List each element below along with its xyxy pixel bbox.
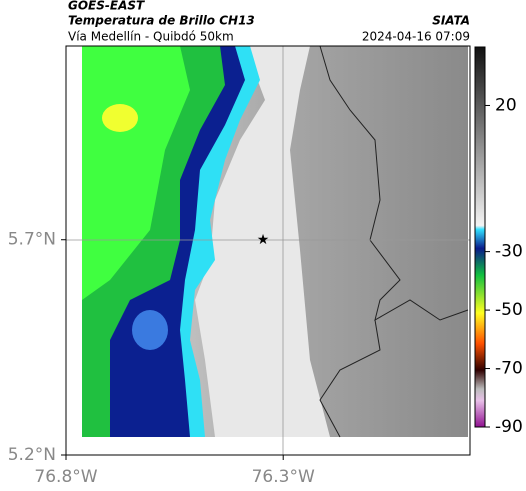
colorbar	[474, 46, 486, 428]
title: Temperatura de Brillo CH13	[68, 14, 255, 28]
colorbar-tick-label: -90	[495, 417, 523, 437]
y-tick-label: 5.2°N	[8, 445, 56, 465]
colorbar-tick-label: -50	[495, 300, 523, 320]
x-tick-label: 76.3°W	[252, 467, 315, 487]
x-tick-label: 76.8°W	[34, 467, 97, 487]
location-marker: ★	[257, 232, 270, 248]
source: GOES-EAST	[68, 0, 145, 13]
map-frame	[65, 45, 471, 456]
brand: SIATA	[432, 14, 470, 28]
timestamp: 2024-04-16 07:09	[362, 30, 470, 44]
route: Vía Medellín - Quibdó 50km	[68, 30, 234, 44]
colorbar-tick-label: -30	[495, 242, 523, 262]
imagery	[82, 45, 469, 438]
y-tick-label: 5.7°N	[8, 230, 56, 250]
colorbar-tick-label: 20	[495, 95, 517, 115]
colorbar-tick-label: -70	[495, 359, 523, 379]
ticks: 76.8°W 76.3°W 5.2°N 5.7°N 20 -30 -50 -70 -90	[8, 95, 523, 487]
